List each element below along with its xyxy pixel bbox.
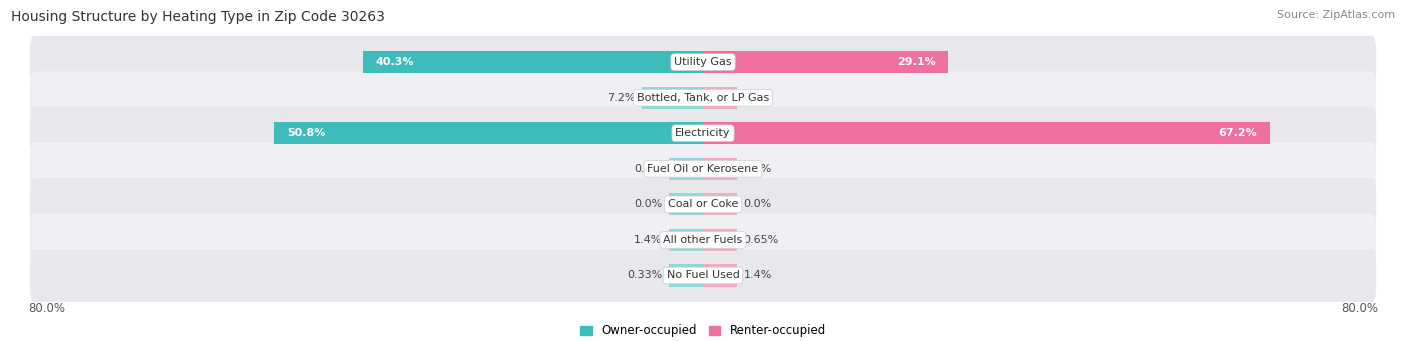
Text: 80.0%: 80.0%	[28, 302, 65, 315]
Text: 0.0%: 0.0%	[634, 164, 662, 174]
Text: No Fuel Used: No Fuel Used	[666, 270, 740, 281]
Text: Housing Structure by Heating Type in Zip Code 30263: Housing Structure by Heating Type in Zip…	[11, 10, 385, 24]
Text: 29.1%: 29.1%	[897, 57, 936, 67]
Bar	[703, 87, 737, 109]
Text: 0.33%: 0.33%	[627, 270, 662, 281]
Text: 0.65%: 0.65%	[744, 235, 779, 245]
Text: 0.0%: 0.0%	[744, 199, 772, 209]
Bar	[703, 229, 737, 251]
Bar	[703, 51, 949, 73]
Bar	[669, 158, 703, 180]
FancyBboxPatch shape	[30, 249, 1376, 302]
Bar	[669, 265, 703, 286]
Bar	[669, 193, 703, 216]
Bar	[703, 193, 737, 216]
Text: 1.6%: 1.6%	[744, 93, 772, 103]
FancyBboxPatch shape	[30, 107, 1376, 160]
Bar	[363, 51, 703, 73]
FancyBboxPatch shape	[30, 178, 1376, 231]
Text: Coal or Coke: Coal or Coke	[668, 199, 738, 209]
FancyBboxPatch shape	[30, 71, 1376, 124]
Text: All other Fuels: All other Fuels	[664, 235, 742, 245]
Text: 40.3%: 40.3%	[375, 57, 415, 67]
Text: 1.4%: 1.4%	[634, 235, 662, 245]
Bar	[703, 158, 737, 180]
Text: 50.8%: 50.8%	[287, 128, 325, 138]
Text: Bottled, Tank, or LP Gas: Bottled, Tank, or LP Gas	[637, 93, 769, 103]
Bar	[703, 265, 737, 286]
Text: Utility Gas: Utility Gas	[675, 57, 731, 67]
Bar	[669, 229, 703, 251]
Text: Source: ZipAtlas.com: Source: ZipAtlas.com	[1277, 10, 1395, 20]
Bar	[703, 122, 1270, 144]
Text: Fuel Oil or Kerosene: Fuel Oil or Kerosene	[647, 164, 759, 174]
FancyBboxPatch shape	[30, 143, 1376, 195]
Text: Electricity: Electricity	[675, 128, 731, 138]
Bar	[274, 122, 703, 144]
Text: 0.0%: 0.0%	[634, 199, 662, 209]
Text: 0.0%: 0.0%	[744, 164, 772, 174]
FancyBboxPatch shape	[30, 36, 1376, 88]
Text: 1.4%: 1.4%	[744, 270, 772, 281]
FancyBboxPatch shape	[30, 213, 1376, 266]
Text: 67.2%: 67.2%	[1219, 128, 1257, 138]
Text: 7.2%: 7.2%	[607, 93, 636, 103]
Text: 80.0%: 80.0%	[1341, 302, 1378, 315]
Bar	[643, 87, 703, 109]
Legend: Owner-occupied, Renter-occupied: Owner-occupied, Renter-occupied	[575, 320, 831, 341]
